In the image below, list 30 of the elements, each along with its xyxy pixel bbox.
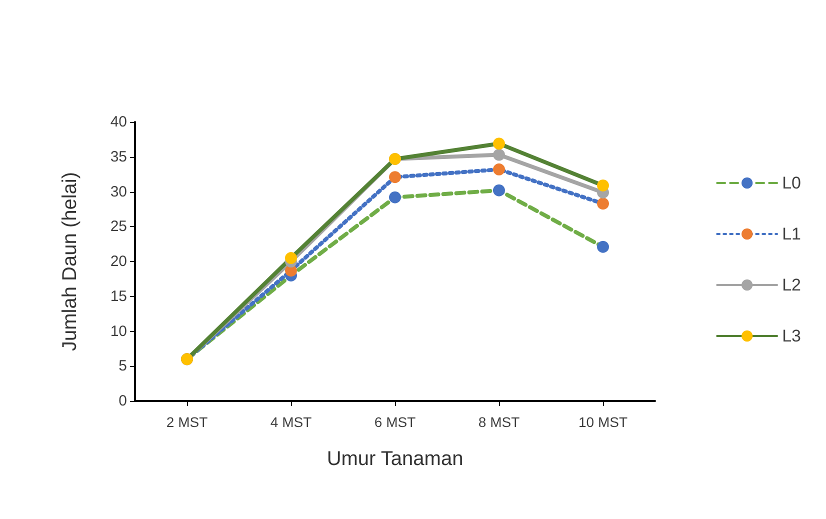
- x-tick-label: 6 MST: [374, 414, 416, 430]
- y-tick-label: 20: [110, 253, 127, 270]
- legend-label: L3: [782, 326, 802, 346]
- point: [493, 163, 505, 176]
- x-axis-title: Umur Tanaman: [326, 448, 464, 470]
- y-tick-label: 5: [118, 358, 127, 375]
- point: [285, 252, 297, 264]
- point: [493, 138, 505, 150]
- x-tick-label: 8 MST: [478, 414, 520, 430]
- point: [389, 191, 401, 204]
- y-tick-label: 10: [110, 322, 127, 340]
- x-tick-label: 4 MST: [270, 414, 312, 430]
- point: [597, 179, 609, 192]
- y-axis-title: Jumlah Daun (helai): [59, 172, 81, 351]
- x-tick-label: 2 MST: [166, 414, 208, 430]
- y-tick-label: 0: [118, 392, 127, 410]
- y-tick-label: 15: [110, 288, 127, 305]
- x-tick-label: 10 MST: [578, 414, 628, 430]
- y-tick-label: 25: [110, 218, 127, 236]
- point: [493, 184, 505, 196]
- point: [597, 198, 609, 210]
- point: [597, 240, 609, 253]
- y-tick-label: 30: [110, 183, 127, 200]
- y-tick-label: 40: [110, 114, 127, 130]
- legend-label: L1: [782, 224, 802, 244]
- point: [493, 148, 505, 161]
- y-tick-label: 35: [110, 148, 127, 166]
- point: [389, 171, 401, 184]
- legend-label: L0: [782, 174, 802, 192]
- legend-label: L2: [782, 276, 802, 294]
